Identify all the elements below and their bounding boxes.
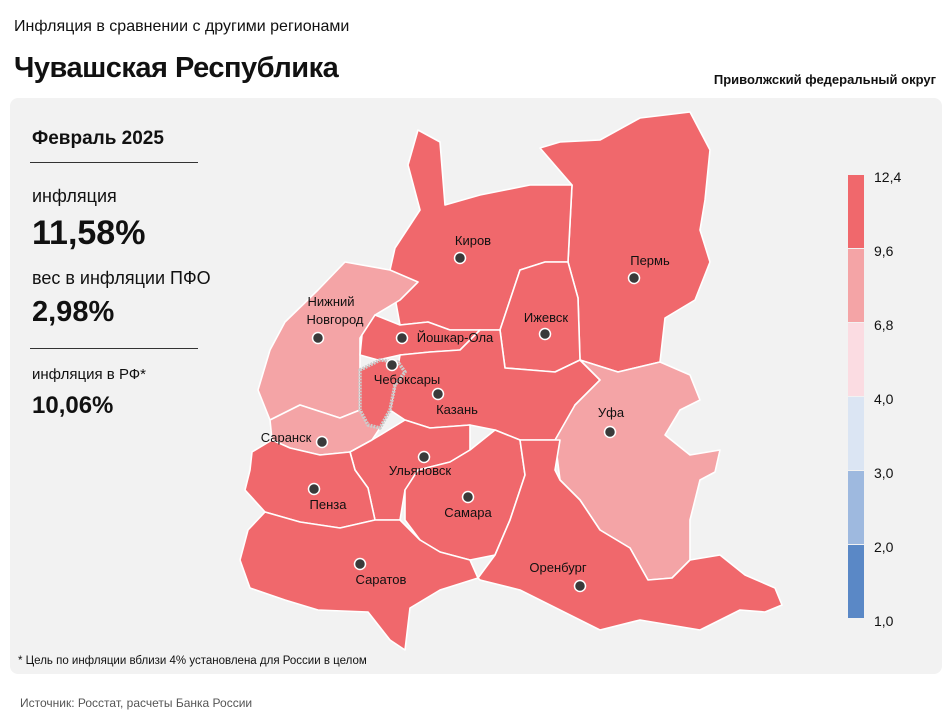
city-label: Самара — [444, 505, 492, 520]
region-penza[interactable] — [244, 439, 376, 529]
city-marker-icon[interactable] — [573, 579, 587, 593]
city-marker-icon[interactable] — [395, 331, 409, 345]
legend-swatch — [848, 545, 864, 618]
district-label: Приволжский федеральный округ — [713, 72, 936, 87]
city-label: Саратов — [356, 572, 407, 587]
legend-tick-label: 1,0 — [874, 613, 894, 629]
city-label: Новгород — [307, 312, 364, 327]
divider — [30, 162, 198, 163]
city-marker-icon[interactable] — [627, 271, 641, 285]
region-bashkortostan[interactable] — [554, 359, 721, 581]
city-label: Нижний — [307, 294, 354, 309]
city-marker-icon[interactable] — [311, 331, 325, 345]
legend-swatch — [848, 175, 864, 248]
city-marker-icon[interactable] — [417, 450, 431, 464]
legend-swatch — [848, 323, 864, 396]
legend-swatch — [848, 397, 864, 470]
city-label: Казань — [436, 402, 478, 417]
city-marker-icon[interactable] — [307, 482, 321, 496]
divider — [30, 348, 198, 349]
city-label: Киров — [455, 233, 491, 248]
inflation-label: инфляция — [32, 186, 117, 206]
city-label: Пенза — [310, 497, 348, 512]
page-subtitle: Инфляция в сравнении с другими регионами — [14, 18, 350, 35]
city-label: Ульяновск — [389, 463, 451, 478]
city-marker-icon[interactable] — [603, 425, 617, 439]
legend-swatch — [848, 471, 864, 544]
city-label: Йошкар-Ола — [417, 330, 494, 345]
city-marker-icon[interactable] — [315, 435, 329, 449]
inflation-value: 11,58% — [32, 214, 146, 252]
legend-tick-label: 3,0 — [874, 465, 894, 481]
legend-tick-label: 2,0 — [874, 539, 894, 555]
weight-label: вес в инфляции ПФО — [32, 268, 211, 288]
city-label: Оренбург — [529, 560, 586, 575]
city-label: Пермь — [630, 253, 670, 268]
city-marker-icon[interactable] — [431, 387, 445, 401]
legend-tick-label: 9,6 — [874, 243, 894, 259]
source-note: Источник: Росстат, расчеты Банка России — [20, 696, 253, 710]
weight-value: 2,98% — [32, 296, 115, 328]
rf-inflation-label: инфляция в РФ* — [32, 366, 147, 383]
city-label: Уфа — [598, 405, 625, 420]
legend-tick-label: 6,8 — [874, 317, 894, 333]
footnote: * Цель по инфляции вблизи 4% установлена… — [18, 655, 367, 667]
region-saratov[interactable] — [239, 511, 479, 651]
city-label: Ижевск — [524, 310, 569, 325]
legend-tick-label: 12,4 — [874, 169, 902, 185]
city-marker-icon[interactable] — [461, 490, 475, 504]
legend-tick-label: 4,0 — [874, 391, 894, 407]
city-marker-icon[interactable] — [385, 358, 399, 372]
legend-swatch — [848, 249, 864, 322]
city-marker-icon[interactable] — [453, 251, 467, 265]
city-marker-icon[interactable] — [538, 327, 552, 341]
city-marker-icon[interactable] — [353, 557, 367, 571]
region-orenburg[interactable] — [477, 439, 783, 631]
period-label: Февраль 2025 — [32, 128, 164, 149]
page-title: Чувашская Республика — [14, 52, 339, 84]
city-label: Саранск — [261, 430, 312, 445]
city-label: Чебоксары — [374, 372, 441, 387]
rf-inflation-value: 10,06% — [32, 392, 114, 419]
